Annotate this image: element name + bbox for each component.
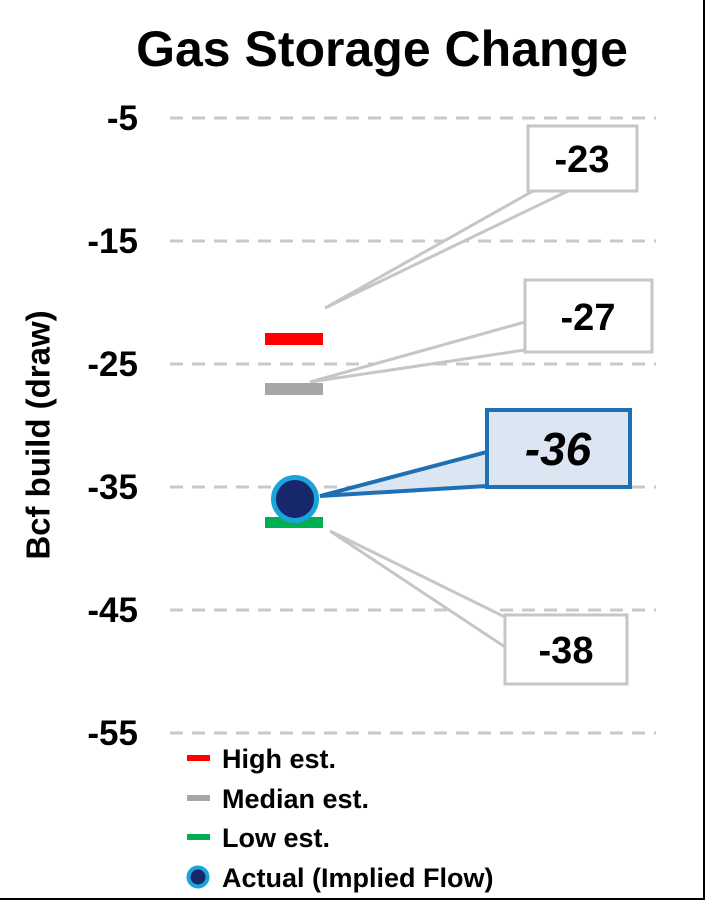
callout-actual-pointer [319,449,489,498]
callout-high-box [526,124,639,193]
legend-low-swatch [187,834,210,840]
tick-label-neg35: -35 [87,468,138,507]
callout-low-value: -38 [539,630,594,672]
legend-item-high: High est. [187,744,336,774]
callout-median-box [523,278,654,354]
median-est-marker [265,383,323,395]
callout-low-box [503,613,629,686]
legend-median-label: Median est. [222,784,369,814]
legend-item-actual: Actual (Implied Flow) [186,863,494,893]
chart-legend: High est. Median est. Low est. Actual (I… [186,744,494,893]
legend-median-swatch [187,795,210,801]
callout-median-pointer [309,320,527,384]
y-axis-title: Bcf build (draw) [20,310,57,559]
callout-actual-box [485,408,632,489]
actual-marker [271,475,319,523]
legend-actual-label: Actual (Implied Flow) [222,863,494,893]
legend-item-median: Median est. [187,784,369,814]
tick-label-neg25: -25 [87,345,138,384]
y-tick-labels: -5 -15 -25 -35 -45 -55 [87,99,138,753]
tick-label-neg5: -5 [107,99,138,138]
tick-label-neg45: -45 [87,591,138,630]
chart-title: Gas Storage Change [136,21,628,77]
callout-high-value: -23 [555,139,610,181]
tick-label-neg55: -55 [87,714,138,753]
high-est-marker [265,333,323,345]
callout-actual-value: -36 [525,423,592,475]
legend-low-label: Low est. [222,823,330,853]
callout-median-value: -27 [561,297,616,339]
legend-high-label: High est. [222,744,336,774]
tick-label-neg15: -15 [87,222,138,261]
callout-low-pointer [329,529,507,650]
legend-actual-swatch [186,865,210,889]
legend-high-swatch [187,755,210,761]
legend-item-low: Low est. [187,823,330,853]
